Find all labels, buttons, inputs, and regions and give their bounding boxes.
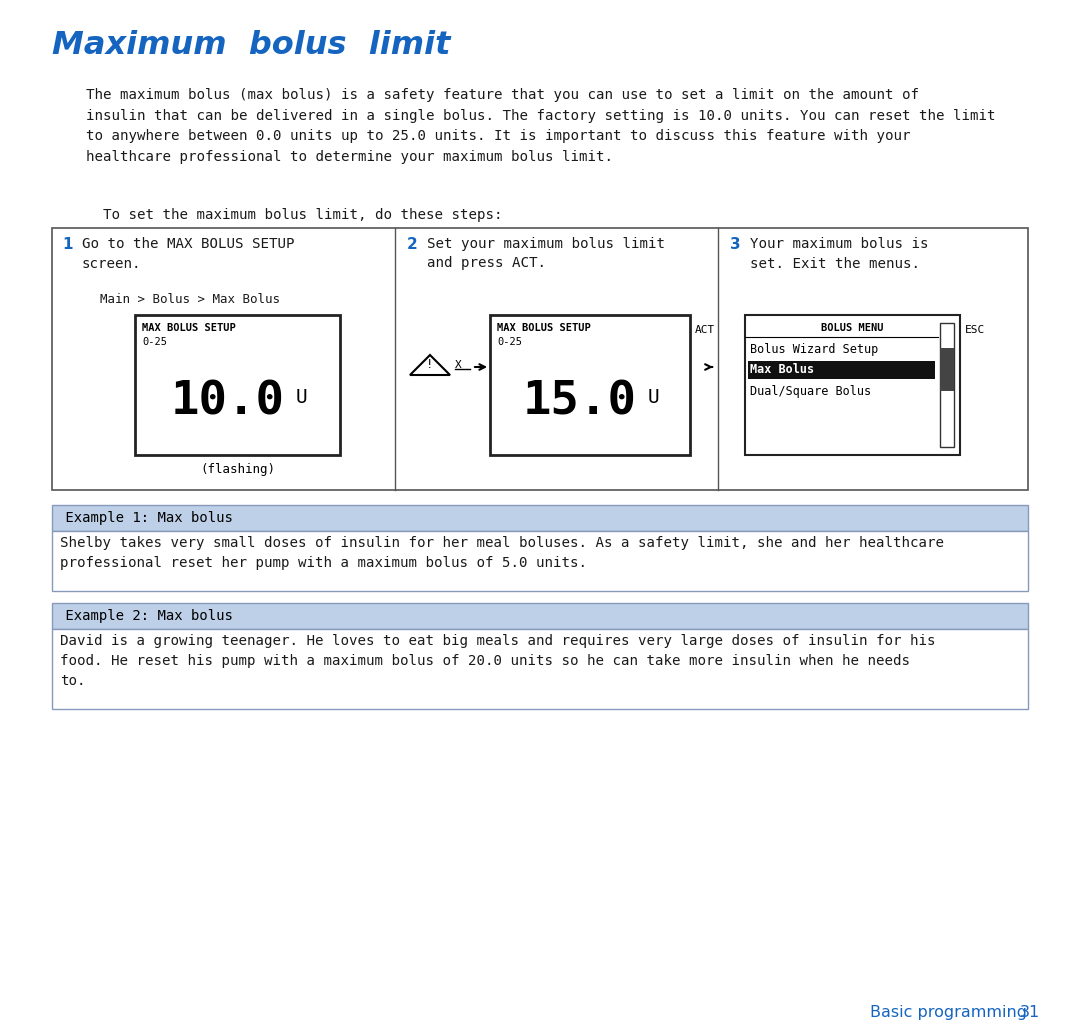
Text: Example 2: Max bolus: Example 2: Max bolus	[57, 609, 233, 623]
Text: U: U	[648, 387, 660, 407]
Bar	[52, 531, 1028, 591]
Text: The maximum bolus (max bolus) is a safety feature that you can use to set a limi: The maximum bolus (max bolus) is a safet…	[52, 88, 996, 164]
Text: 2: 2	[407, 237, 418, 252]
Text: 15.0: 15.0	[523, 379, 637, 425]
Text: 3: 3	[730, 237, 741, 252]
Text: ACT: ACT	[696, 325, 715, 335]
Bar	[52, 228, 1028, 490]
Text: U: U	[295, 387, 307, 407]
Text: MAX BOLUS SETUP: MAX BOLUS SETUP	[497, 323, 591, 333]
Text: Your maximum bolus is
set. Exit the menus.: Your maximum bolus is set. Exit the menu…	[750, 237, 929, 271]
Text: 0-25: 0-25	[497, 337, 522, 347]
Bar	[748, 361, 935, 379]
Text: (flashing): (flashing)	[200, 463, 275, 476]
Text: To set the maximum bolus limit, do these steps:: To set the maximum bolus limit, do these…	[52, 208, 502, 222]
Text: David is a growing teenager. He loves to eat big meals and requires very large d: David is a growing teenager. He loves to…	[60, 634, 935, 688]
Text: 0-25: 0-25	[141, 337, 167, 347]
Text: Dual/Square Bolus: Dual/Square Bolus	[750, 385, 872, 398]
Text: BOLUS MENU: BOLUS MENU	[821, 323, 883, 333]
Text: 1: 1	[62, 237, 72, 252]
Text: Main > Bolus > Max Bolus: Main > Bolus > Max Bolus	[100, 293, 280, 306]
Text: Basic programming: Basic programming	[870, 1005, 1027, 1020]
Bar	[52, 505, 1028, 531]
Text: Bolus Wizard Setup: Bolus Wizard Setup	[750, 343, 878, 356]
Bar	[52, 603, 1028, 629]
Bar	[940, 323, 954, 447]
Text: X: X	[455, 359, 462, 370]
Text: Shelby takes very small doses of insulin for her meal boluses. As a safety limit: Shelby takes very small doses of insulin…	[60, 536, 944, 570]
Text: Example 1: Max bolus: Example 1: Max bolus	[57, 511, 233, 525]
Text: ESC: ESC	[966, 325, 985, 335]
Bar	[745, 315, 960, 455]
Bar	[135, 315, 340, 455]
Text: Max Bolus: Max Bolus	[750, 363, 814, 376]
Bar	[52, 629, 1028, 709]
Text: 10.0: 10.0	[171, 379, 284, 425]
Bar	[490, 315, 690, 455]
Text: Maximum  bolus  limit: Maximum bolus limit	[52, 30, 450, 61]
Text: Go to the MAX BOLUS SETUP
screen.: Go to the MAX BOLUS SETUP screen.	[82, 237, 295, 271]
Text: Set your maximum bolus limit
and press ACT.: Set your maximum bolus limit and press A…	[427, 237, 665, 271]
Bar	[940, 348, 954, 392]
Text: 31: 31	[1020, 1005, 1040, 1020]
Text: MAX BOLUS SETUP: MAX BOLUS SETUP	[141, 323, 235, 333]
Text: !: !	[427, 358, 434, 372]
